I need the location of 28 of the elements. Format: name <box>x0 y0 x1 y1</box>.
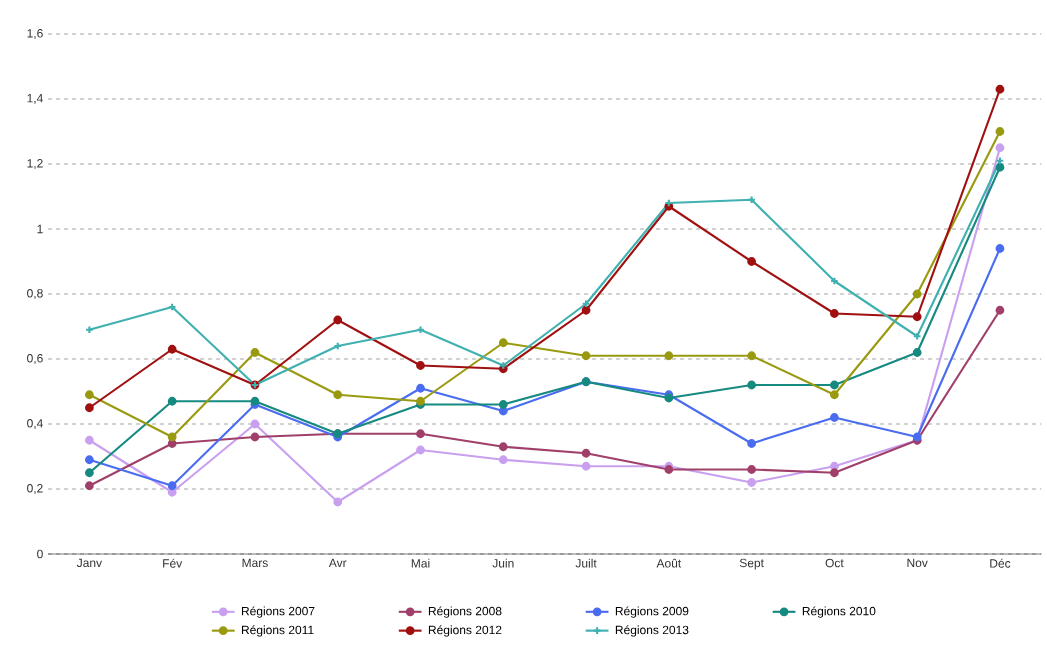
x-tick-label: Nov <box>907 558 928 568</box>
x-tick-label: Avr <box>328 558 347 567</box>
y-tick-label: 1,2 <box>27 159 43 169</box>
legend-label: Régions 2013 <box>615 625 689 637</box>
legend-label: Régions 2007 <box>241 606 315 618</box>
x-tick-label: Mars <box>242 558 268 568</box>
y-tick-label: 1 <box>37 224 43 234</box>
y-tick-label: 1,6 <box>27 29 43 39</box>
x-tick-label: Août <box>656 558 682 568</box>
y-tick-label: 0,6 <box>27 354 43 364</box>
x-tick-label: Sept <box>739 558 764 570</box>
legend-label: Régions 2010 <box>802 606 876 618</box>
y-tick-label: 0,8 <box>27 289 43 299</box>
legend-label: Régions 2011 <box>241 625 314 637</box>
legend-label: Régions 2012 <box>428 625 502 637</box>
x-tick-label: Mai <box>411 558 430 568</box>
x-tick-label: Janv <box>76 558 103 568</box>
y-tick-label: 0,4 <box>27 419 43 429</box>
y-tick-label: 0 <box>37 549 43 559</box>
legend-label: Régions 2008 <box>428 606 502 618</box>
x-tick-label: Fév <box>163 558 183 568</box>
x-tick-label: Juilt <box>575 558 597 568</box>
legend-label: Régions 2009 <box>615 606 689 618</box>
y-tick-label: 0,2 <box>27 484 43 494</box>
x-tick-label: Oct <box>825 558 844 568</box>
y-tick-label: 1,4 <box>27 94 43 104</box>
x-tick-label: Juin <box>492 558 514 568</box>
x-tick-label: Déc <box>990 558 1011 568</box>
